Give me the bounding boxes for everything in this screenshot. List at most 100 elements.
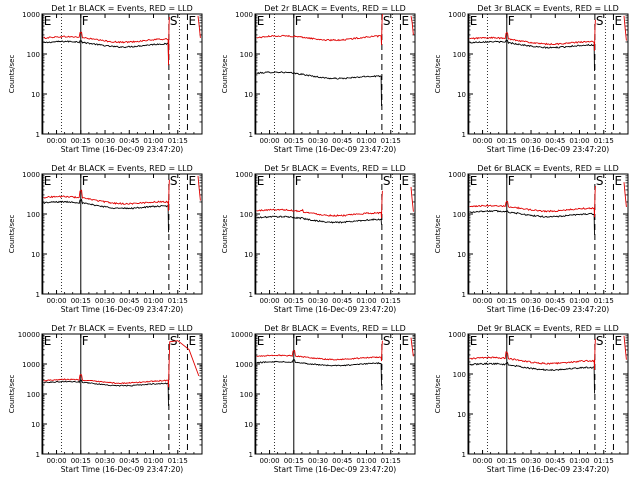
series-line-lld: [43, 16, 170, 66]
chart-title: Det 4r BLACK = Events, RED = LLD: [51, 164, 193, 173]
x-tick-label: 00:45: [332, 137, 352, 145]
series-line-lld: [469, 185, 596, 218]
plot-frame: [254, 13, 416, 135]
chart-panel: Det 5r BLACK = Events, RED = LLD 1 10 100 10…: [221, 164, 416, 314]
y-tick-label: 100: [240, 51, 253, 59]
x-tick-label: 01:00: [356, 297, 376, 305]
x-tick-label: 00:00: [259, 297, 279, 305]
y-tick-label: 1: [462, 291, 466, 299]
marker-label: F: [295, 334, 302, 348]
marker-label: S: [596, 174, 604, 188]
marker-label: E: [188, 14, 196, 28]
y-axis-label: Counts/sec: [221, 55, 229, 94]
x-tick-label: 01:00: [569, 297, 589, 305]
series-line-events: [256, 358, 382, 386]
marker-label: F: [82, 174, 89, 188]
y-axis-label: Counts/sec: [8, 215, 16, 254]
y-tick-label: 1000: [235, 171, 253, 179]
x-tick-label: 00:00: [259, 457, 279, 465]
x-tick-label: 00:00: [472, 297, 492, 305]
series-line-events: [256, 215, 382, 225]
marker-label: S: [170, 14, 178, 28]
x-tick-label: 00:00: [259, 137, 279, 145]
series-tail-lld: [623, 182, 627, 208]
x-tick-label: 01:00: [143, 137, 163, 145]
y-tick-label: 10000: [18, 331, 40, 339]
marker-label: E: [257, 334, 265, 348]
y-axis-label: Counts/sec: [221, 215, 229, 254]
series-line-events: [469, 209, 595, 235]
x-tick-label: 00:15: [71, 297, 91, 305]
y-tick-label: 10: [457, 411, 466, 419]
marker-label: S: [383, 334, 391, 348]
y-tick-label: 1000: [22, 361, 40, 369]
marker-label: F: [82, 334, 89, 348]
series-line-events: [469, 361, 595, 394]
series-tail-lld: [197, 175, 201, 201]
x-tick-label: 00:00: [46, 137, 66, 145]
marker-label: E: [614, 14, 622, 28]
x-tick-label: 00:45: [545, 297, 565, 305]
x-tick-label: 00:30: [308, 457, 328, 465]
y-axis-label: Counts/sec: [8, 55, 16, 94]
marker-label: F: [508, 334, 515, 348]
x-tick-label: 01:15: [381, 457, 401, 465]
x-tick-label: 00:45: [119, 457, 139, 465]
x-tick-label: 00:15: [497, 297, 517, 305]
y-tick-label: 1000: [22, 171, 40, 179]
y-tick-label: 1: [249, 131, 253, 139]
marker-label: F: [508, 174, 515, 188]
y-tick-label: 100: [240, 211, 253, 219]
y-tick-label: 1000: [448, 331, 466, 339]
series-line-events: [43, 379, 169, 406]
series-line-events: [256, 71, 382, 107]
y-tick-label: 1: [36, 291, 40, 299]
chart-panel: Det 7r BLACK = Events, RED = LLD 1 10 100 10…: [8, 324, 203, 474]
marker-label: F: [295, 14, 302, 28]
series-tail-lld: [197, 15, 201, 38]
y-tick-label: 100: [27, 391, 40, 399]
x-axis-label: Start Time (16-Dec-09 23:47:20): [61, 145, 183, 154]
x-tick-label: 00:45: [119, 137, 139, 145]
marker-label: S: [383, 174, 391, 188]
y-tick-label: 1: [249, 451, 253, 459]
x-tick-label: 00:30: [521, 137, 541, 145]
x-tick-label: 00:30: [95, 457, 115, 465]
series-line-events: [469, 39, 595, 72]
y-tick-label: 10000: [231, 331, 253, 339]
series-line-lld: [43, 340, 200, 388]
x-axis-label: Start Time (16-Dec-09 23:47:20): [274, 145, 396, 154]
chart-panel: Det 8r BLACK = Events, RED = LLD 1 10 100 10…: [221, 324, 416, 474]
y-tick-label: 1: [462, 131, 466, 139]
x-axis-label: Start Time (16-Dec-09 23:47:20): [487, 465, 609, 474]
y-tick-label: 100: [453, 51, 466, 59]
chart-title: Det 7r BLACK = Events, RED = LLD: [51, 324, 193, 333]
x-tick-label: 01:15: [168, 457, 188, 465]
marker-label: E: [188, 334, 196, 348]
series-line-lld: [256, 190, 383, 219]
y-tick-label: 10: [244, 421, 253, 429]
marker-label: F: [508, 14, 515, 28]
y-tick-label: 1: [36, 131, 40, 139]
plot-frame: [41, 333, 203, 455]
chart-panel: Det 2r BLACK = Events, RED = LLD 1 10 100 10…: [221, 4, 416, 154]
x-tick-label: 00:15: [284, 457, 304, 465]
series-tail-lld: [410, 337, 414, 357]
x-tick-label: 01:15: [594, 457, 614, 465]
marker-label: F: [295, 174, 302, 188]
x-tick-label: 00:15: [284, 137, 304, 145]
y-tick-label: 10: [31, 421, 40, 429]
marker-label: E: [614, 174, 622, 188]
x-axis-label: Start Time (16-Dec-09 23:47:20): [274, 305, 396, 314]
y-tick-label: 1000: [448, 171, 466, 179]
series-tail-lld: [623, 15, 627, 41]
x-tick-label: 01:00: [356, 457, 376, 465]
chart-panel: Det 9r BLACK = Events, RED = LLD 1 10 100 10…: [434, 324, 629, 474]
x-tick-label: 00:30: [521, 297, 541, 305]
marker-label: E: [614, 334, 622, 348]
x-tick-label: 00:00: [472, 137, 492, 145]
plot-frame: [254, 173, 416, 295]
marker-label: S: [596, 334, 604, 348]
y-tick-label: 1000: [22, 11, 40, 19]
